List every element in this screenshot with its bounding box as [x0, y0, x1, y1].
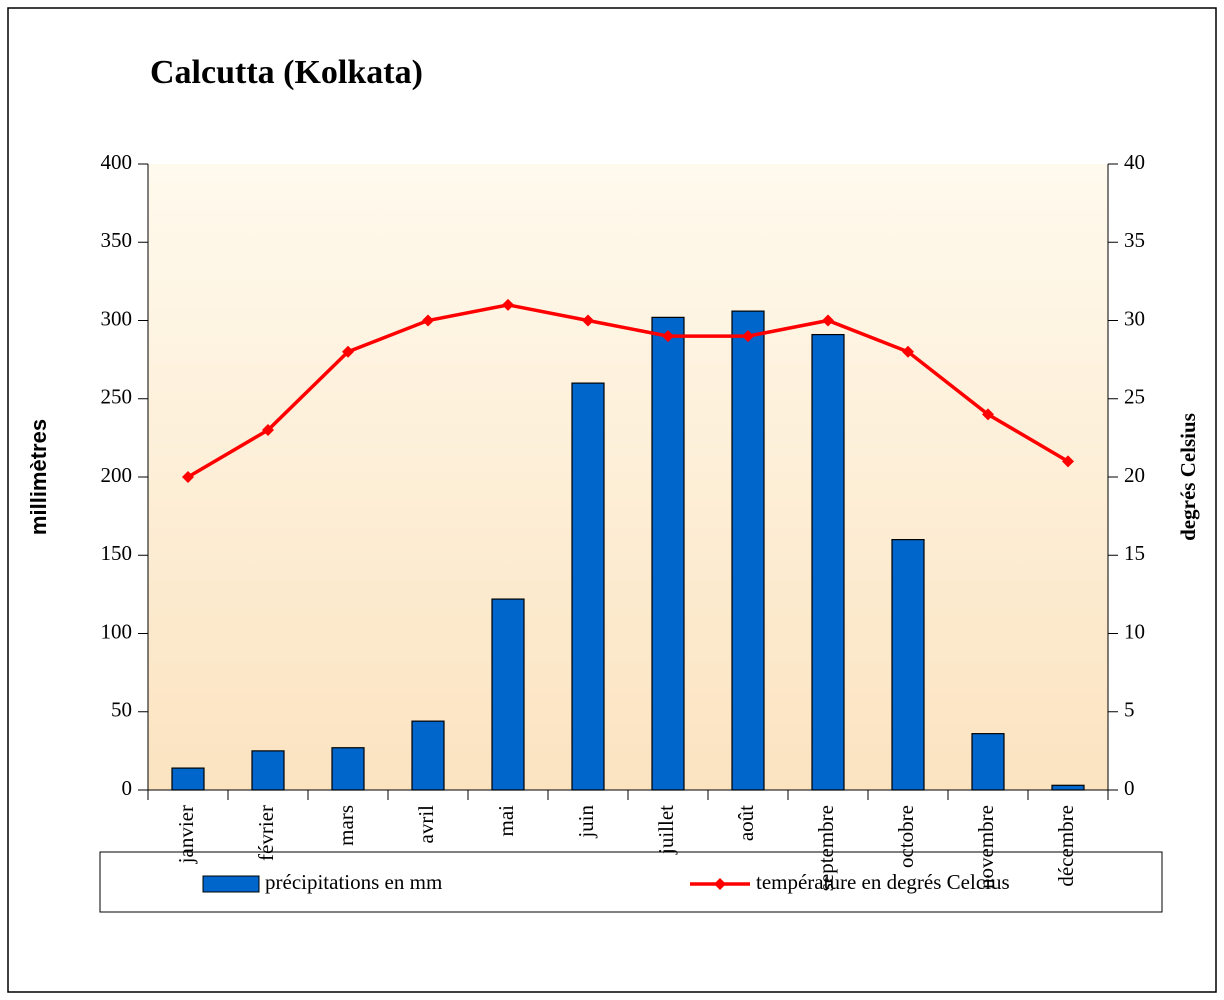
- bar: [171, 767, 205, 791]
- y-tick-label: 200: [101, 463, 133, 487]
- bar: [731, 310, 765, 791]
- chart-title: Calcutta (Kolkata): [150, 54, 423, 91]
- point: [342, 345, 354, 358]
- bar: [491, 598, 525, 791]
- y-tick-label: 400: [101, 150, 133, 174]
- point: [182, 471, 194, 483]
- y-tick-label: 350: [101, 228, 133, 252]
- y-tick-label: 300: [101, 306, 133, 330]
- bar: [331, 747, 365, 791]
- bar: [811, 333, 845, 791]
- x-tick-label: septembre: [814, 805, 838, 891]
- bar: [411, 720, 445, 791]
- x-tick-label: mai: [494, 805, 518, 837]
- legend-label: température en degrés Celcius: [756, 870, 1010, 894]
- point: [742, 330, 754, 343]
- x-tick-label: novembre: [974, 805, 998, 889]
- y2-tick-label: 15: [1124, 541, 1145, 565]
- y-tick-label: 250: [101, 385, 133, 409]
- x-tick-label: juin: [574, 805, 598, 839]
- x-tick-label: mars: [334, 805, 358, 846]
- point: [822, 314, 834, 327]
- point: [422, 314, 434, 327]
- y2-axis-label: degrés Celsius: [1176, 413, 1200, 541]
- y2-tick-label: 10: [1124, 619, 1145, 643]
- point: [902, 345, 914, 358]
- legend-label: précipitations en mm: [265, 870, 442, 894]
- y-tick-label: 50: [111, 698, 132, 722]
- bar: [571, 382, 605, 791]
- legend: [99, 851, 1163, 913]
- x-tick-label: octobre: [894, 805, 918, 868]
- y2-tick-label: 20: [1124, 463, 1145, 487]
- point: [982, 408, 994, 421]
- legend-swatch: [714, 878, 726, 890]
- y2-tick-label: 5: [1124, 698, 1135, 722]
- y2-tick-label: 40: [1124, 150, 1145, 174]
- bar: [651, 316, 685, 791]
- x-tick-label: décembre: [1054, 805, 1078, 887]
- point: [262, 424, 274, 437]
- bar: [1051, 784, 1085, 791]
- legend-swatch: [202, 875, 260, 893]
- y-tick-label: 0: [122, 776, 133, 800]
- x-tick-label: janvier: [174, 805, 198, 864]
- y2-tick-label: 35: [1124, 228, 1145, 252]
- x-tick-label: février: [254, 805, 278, 861]
- plot-area: [148, 164, 1108, 790]
- y-axis-label: millimètres: [26, 419, 51, 535]
- x-tick-label: juillet: [654, 805, 678, 855]
- point: [502, 298, 514, 311]
- bar: [251, 750, 285, 791]
- x-tick-label: août: [734, 805, 758, 841]
- y2-tick-label: 25: [1124, 385, 1145, 409]
- bar: [971, 733, 1005, 791]
- x-tick-label: avril: [414, 805, 438, 844]
- y-tick-label: 100: [101, 619, 133, 643]
- point: [582, 314, 594, 327]
- line: [187, 303, 1069, 479]
- y-tick-label: 150: [101, 541, 133, 565]
- y2-tick-label: 30: [1124, 306, 1145, 330]
- bar: [891, 538, 925, 791]
- y2-tick-label: 0: [1124, 776, 1135, 800]
- point: [1062, 455, 1074, 468]
- point: [662, 330, 674, 343]
